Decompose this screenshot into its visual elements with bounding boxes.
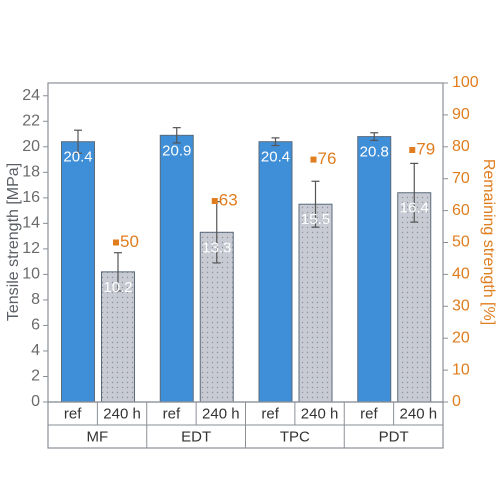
sub-category-label: ref [261,405,279,422]
error-bar [311,180,320,228]
bar [101,271,135,403]
y2-tick-label: 30 [452,298,470,315]
remaining-label: 50 [120,232,139,251]
error-bar [410,162,419,223]
y-tick-label: 24 [22,87,40,104]
group-label: MF [87,428,109,445]
y2-tick-label: 20 [452,329,470,346]
sub-category-label: ref [64,405,82,422]
sub-category-label: 240 h [400,405,438,422]
y-tick-label: 12 [22,240,40,257]
y2-tick-label: 10 [452,361,470,378]
error-bar [74,129,82,154]
remaining-label: 76 [318,149,337,168]
y-tick-label: 14 [22,215,40,232]
remaining-marker [211,198,218,205]
group-label: TPC [280,428,310,445]
sub-category-label: 240 h [202,405,240,422]
value-label: 10.2 [103,279,132,296]
sub-category-label: 240 h [103,405,141,422]
bar [159,134,194,403]
error-bar [370,132,379,142]
error-bar [271,137,280,147]
y-tick-label: 0 [31,393,40,410]
bar [397,192,432,403]
sub-category-label: 240 h [301,405,339,422]
remaining-label: 63 [219,191,238,210]
y-tick-label: 2 [31,368,40,385]
y-tick-label: 22 [22,112,40,129]
y2-tick-label: 80 [452,138,470,155]
y-tick-label: 8 [31,291,40,308]
remaining-marker [113,239,119,246]
y2-tick-label: 100 [452,74,479,91]
sub-category-label: ref [163,405,181,422]
y-tick-label: 6 [31,317,40,334]
y2-axis-label: Remaining strength [%] [480,159,497,325]
value-label: 15.5 [301,211,330,228]
bar [61,141,95,403]
y2-tick-label: 90 [452,106,470,123]
y-tick-label: 18 [22,164,40,181]
bar [357,136,392,403]
y2-tick-label: 70 [452,170,470,187]
remaining-label: 79 [416,139,435,158]
y-tick-label: 20 [22,138,40,155]
y2-tick-label: 50 [452,234,470,251]
remaining-marker [409,146,416,153]
value-label: 20.4 [261,149,290,166]
error-bar [114,252,122,292]
value-label: 20.4 [63,149,92,166]
value-label: 20.8 [360,144,389,161]
sub-category-label: ref [360,405,378,422]
bar [258,141,293,403]
y-tick-label: 10 [22,266,40,283]
remaining-marker [310,156,317,163]
error-bar [172,127,181,144]
group-label: EDT [181,428,211,445]
y-axis-label: Tensile strength [MPa] [5,163,22,321]
y-tick-label: 4 [31,342,40,359]
value-label: 16.4 [400,200,429,217]
y2-tick-label: 40 [452,266,470,283]
group-label: PDT [379,428,409,445]
y2-tick-label: 60 [452,202,470,219]
y-tick-label: 16 [22,189,40,206]
y2-tick-label: 0 [452,393,461,410]
value-label: 13.3 [202,239,231,256]
bar [298,203,333,403]
value-label: 20.9 [162,142,191,159]
